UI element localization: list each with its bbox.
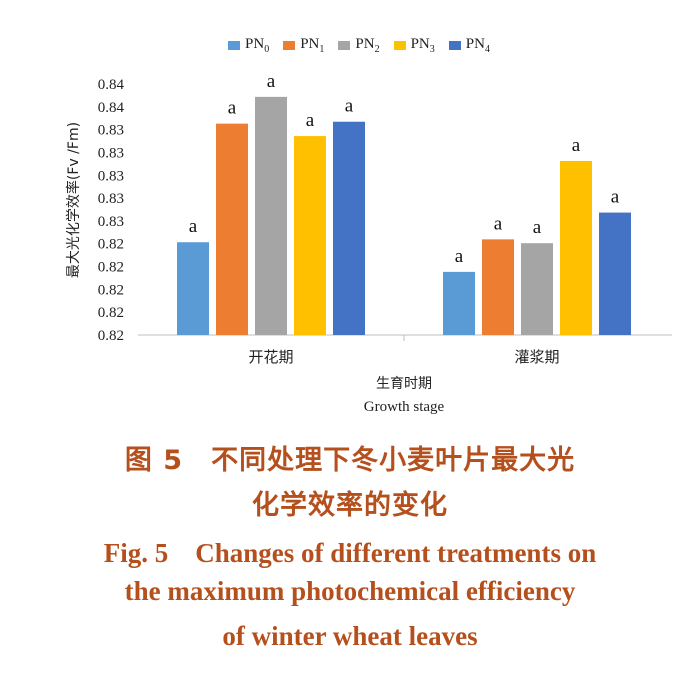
- y-tick-label: 0.82: [98, 305, 124, 321]
- bar: [333, 121, 365, 335]
- y-tick-label: 0.83: [98, 191, 124, 207]
- legend-label: PN2: [355, 36, 380, 55]
- caption-en-line-2: the maximum photochemical efficiency: [124, 576, 576, 606]
- legend-item: PN1: [283, 36, 324, 55]
- y-tick-label: 0.84: [98, 100, 125, 116]
- significance-label: a: [345, 96, 354, 117]
- chart-legend: PN0 PN1 PN2 PN3 PN4: [228, 36, 490, 55]
- significance-label: a: [611, 187, 620, 208]
- y-tick-label: 0.83: [98, 214, 124, 230]
- legend-swatch: [393, 41, 406, 50]
- legend-swatch: [283, 41, 296, 50]
- bar: [294, 136, 326, 335]
- legend-label: PN1: [300, 36, 325, 55]
- significance-label: a: [228, 98, 237, 119]
- x-category-label: 灌浆期: [514, 348, 559, 366]
- y-tick-label: 0.82: [98, 237, 124, 253]
- bar: [443, 271, 475, 335]
- bar: [560, 160, 592, 335]
- caption-cn-line-1: 图 5 不同处理下冬小麦叶片最大光: [124, 445, 576, 476]
- bar: [521, 243, 553, 335]
- bar: [177, 242, 209, 335]
- bar: [216, 123, 248, 335]
- x-category-label: 开花期: [248, 348, 293, 366]
- caption-cn-line-2: 化学效率的变化: [252, 490, 448, 521]
- bar: [482, 239, 514, 335]
- legend-item: PN4: [448, 36, 490, 55]
- legend-item: PN3: [393, 36, 435, 55]
- bar-chart: 0.82 0.82 0.82 0.82 0.82 0.83 0.83 0.83 0.83 0.83…: [65, 71, 672, 415]
- significance-label: a: [455, 246, 464, 267]
- caption-en-line-1: Fig. 5 Changes of different treatments o…: [103, 538, 597, 568]
- significance-label: a: [494, 213, 503, 234]
- y-tick-label: 0.83: [98, 145, 124, 161]
- chart-figure: 0.82 0.82 0.82 0.82 0.82 0.83 0.83 0.83 0.83 0.83…: [65, 36, 672, 415]
- y-tick-label: 0.83: [98, 123, 124, 139]
- legend-label: PN4: [465, 36, 490, 55]
- significance-label: a: [267, 71, 276, 92]
- legend-label: PN3: [410, 36, 435, 55]
- legend-item: PN2: [338, 36, 380, 55]
- legend-label: PN0: [245, 36, 270, 55]
- y-tick-label: 0.83: [98, 168, 124, 184]
- y-tick-label: 0.82: [98, 282, 124, 298]
- legend-swatch: [448, 41, 461, 50]
- significance-label: a: [533, 217, 542, 238]
- legend-swatch: [228, 41, 240, 50]
- significance-label: a: [572, 135, 581, 156]
- y-tick-label: 0.82: [98, 260, 124, 276]
- x-axis-title-en: Growth stage: [364, 399, 445, 415]
- bar: [255, 96, 287, 336]
- x-axis-title-cn: 生育时期: [376, 376, 432, 392]
- y-axis-title: 最大光化学效率(Fv /Fm): [65, 122, 82, 278]
- y-tick-label: 0.84: [98, 77, 125, 93]
- significance-label: a: [189, 216, 198, 237]
- y-tick-label: 0.82: [98, 328, 124, 344]
- caption-en-line-3: of winter wheat leaves: [222, 621, 478, 651]
- bar: [599, 212, 631, 335]
- significance-label: a: [306, 110, 315, 131]
- legend-swatch: [338, 41, 351, 50]
- legend-item: PN0: [228, 36, 269, 55]
